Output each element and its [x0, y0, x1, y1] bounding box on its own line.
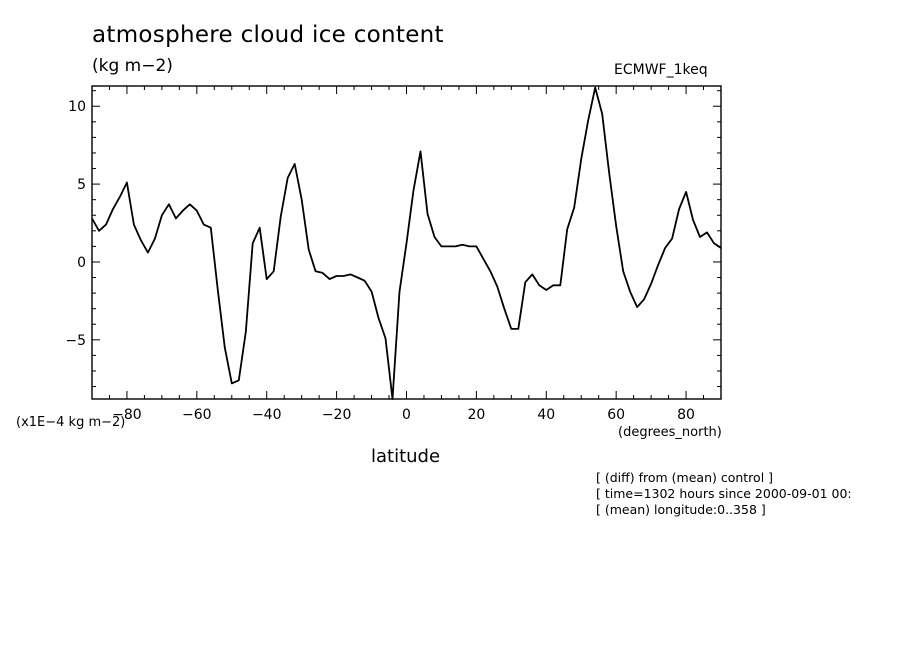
y-tick-label: 10 [68, 99, 86, 115]
x-units-label: (degrees_north) [618, 425, 722, 440]
x-tick-label: −40 [252, 407, 282, 423]
x-axis-label: latitude [371, 446, 441, 467]
y-tick-label: 5 [77, 177, 86, 193]
info-line-longitude: [ (mean) longitude:0..358 ] [596, 502, 766, 517]
chart-title: atmosphere cloud ice content [92, 22, 444, 48]
x-tick-label: 0 [402, 407, 411, 423]
x-tick-label: 60 [607, 407, 625, 423]
scale-label: (x1E−4 kg m−2) [16, 415, 126, 430]
x-tick-label: −20 [322, 407, 352, 423]
units-label: (kg m−2) [92, 56, 173, 76]
x-tick-label: −60 [182, 407, 212, 423]
x-tick-label: 40 [537, 407, 555, 423]
x-tick-label: 20 [467, 407, 485, 423]
data-line [91, 86, 722, 400]
x-tick-label: −80 [112, 407, 142, 423]
model-label: ECMWF_1keq [614, 62, 708, 78]
y-tick-label: −5 [65, 333, 86, 349]
info-line-time: [ time=1302 hours since 2000-09-01 00: [596, 486, 852, 501]
info-line-diff: [ (diff) from (mean) control ] [596, 470, 774, 485]
x-tick-label: 80 [677, 407, 695, 423]
y-tick-label: 0 [77, 255, 86, 271]
